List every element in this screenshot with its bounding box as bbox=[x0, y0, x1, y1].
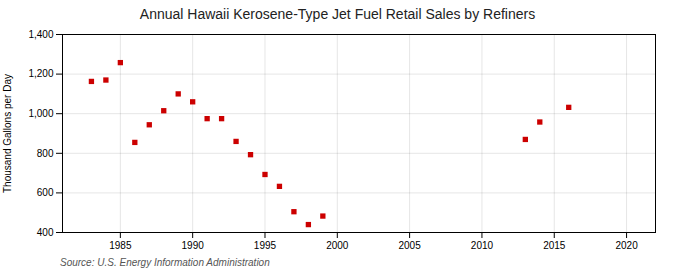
svg-text:800: 800 bbox=[37, 148, 54, 159]
svg-text:2015: 2015 bbox=[543, 240, 566, 251]
svg-text:1995: 1995 bbox=[254, 240, 277, 251]
html-text:Source: U.S. Energy Informatio: Source: U.S. Energy Information Administ… bbox=[60, 257, 270, 268]
svg-text:2005: 2005 bbox=[398, 240, 421, 251]
svg-text:1,000: 1,000 bbox=[28, 108, 53, 119]
html-text:Annual Hawaii Kerosene-Type Je: Annual Hawaii Kerosene-Type Jet Fuel Ret… bbox=[139, 6, 536, 22]
svg-text:400: 400 bbox=[37, 227, 54, 238]
svg-text:1985: 1985 bbox=[109, 240, 132, 251]
svg-text:1990: 1990 bbox=[182, 240, 205, 251]
svg-text:600: 600 bbox=[37, 187, 54, 198]
svg-text:Thousand Gallons per Day: Thousand Gallons per Day bbox=[2, 74, 13, 193]
svg-text:2000: 2000 bbox=[326, 240, 349, 251]
svg-text:2020: 2020 bbox=[615, 240, 638, 251]
svg-text:2010: 2010 bbox=[471, 240, 494, 251]
svg-text:1,400: 1,400 bbox=[28, 29, 53, 40]
svg-text:1,200: 1,200 bbox=[28, 68, 53, 79]
